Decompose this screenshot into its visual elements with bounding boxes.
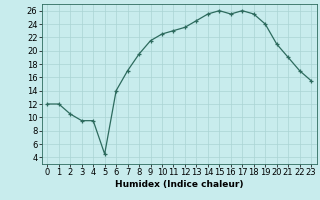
X-axis label: Humidex (Indice chaleur): Humidex (Indice chaleur) xyxy=(115,180,244,189)
